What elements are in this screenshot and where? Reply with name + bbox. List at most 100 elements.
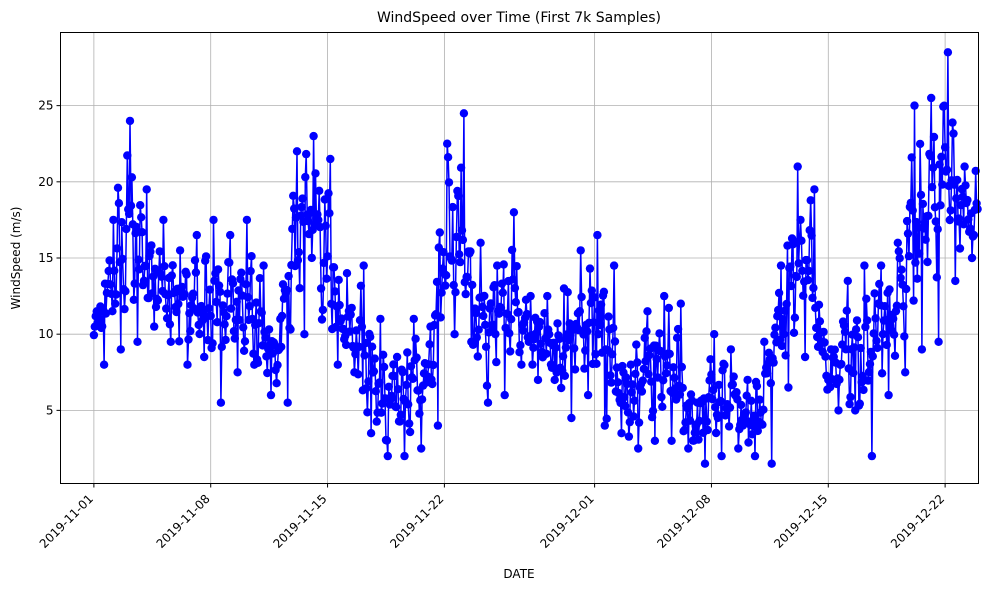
data-point xyxy=(117,218,126,227)
data-point xyxy=(553,319,562,328)
data-point xyxy=(315,186,324,195)
data-point xyxy=(633,358,642,367)
data-point xyxy=(293,256,303,265)
data-point xyxy=(235,315,244,325)
data-point xyxy=(369,367,379,376)
data-point xyxy=(240,337,250,346)
data-point xyxy=(441,281,450,290)
data-point xyxy=(334,275,343,285)
data-point xyxy=(479,311,488,321)
data-point xyxy=(755,395,764,404)
data-point xyxy=(945,215,954,225)
data-point xyxy=(405,427,415,437)
data-point xyxy=(853,333,863,342)
data-point xyxy=(885,285,894,294)
data-point xyxy=(333,360,342,369)
data-point xyxy=(241,280,251,289)
data-point xyxy=(953,175,962,185)
data-point xyxy=(243,293,252,302)
y-tick-label: 10 xyxy=(38,327,53,341)
data-point xyxy=(448,202,457,212)
data-point xyxy=(493,261,502,270)
data-point xyxy=(641,357,650,366)
data-point xyxy=(151,302,161,312)
data-point xyxy=(264,325,274,334)
data-point xyxy=(892,301,902,310)
data-point xyxy=(282,285,291,295)
data-point xyxy=(354,342,364,352)
data-point xyxy=(655,329,664,338)
data-point xyxy=(710,330,719,339)
data-point xyxy=(576,246,585,255)
data-point xyxy=(952,194,961,203)
data-point xyxy=(951,276,960,286)
data-point xyxy=(585,264,595,273)
data-point xyxy=(583,390,593,400)
y-axis-label: WindSpeed (m/s) xyxy=(9,207,23,310)
data-point xyxy=(851,325,861,334)
data-point xyxy=(223,289,232,298)
data-point xyxy=(878,330,888,339)
data-point xyxy=(106,280,115,289)
data-point xyxy=(937,152,946,161)
data-point xyxy=(550,375,559,385)
data-point xyxy=(376,314,385,324)
data-point xyxy=(936,201,945,210)
data-point xyxy=(809,283,818,293)
data-point xyxy=(457,226,467,235)
data-point xyxy=(594,330,603,339)
data-point xyxy=(591,349,600,359)
data-point xyxy=(395,417,405,426)
data-point xyxy=(849,368,858,378)
data-point xyxy=(725,403,735,412)
data-point xyxy=(201,252,211,261)
data-point xyxy=(120,304,129,314)
y-tick-label: 25 xyxy=(38,99,53,113)
data-point xyxy=(843,276,852,286)
data-point xyxy=(778,315,787,324)
data-point xyxy=(799,291,808,300)
data-point xyxy=(902,216,912,226)
data-point xyxy=(509,208,519,217)
y-tick-label: 20 xyxy=(38,175,53,189)
data-point xyxy=(902,284,911,294)
data-point xyxy=(602,414,611,423)
data-point xyxy=(529,343,538,352)
data-point xyxy=(845,399,854,409)
data-point xyxy=(255,274,265,283)
data-point xyxy=(881,315,890,325)
data-point xyxy=(215,287,225,296)
data-point xyxy=(929,132,939,142)
data-point xyxy=(130,279,139,288)
data-point xyxy=(233,368,242,377)
data-point xyxy=(542,349,551,358)
data-point xyxy=(213,318,222,327)
data-point xyxy=(711,428,721,438)
data-point xyxy=(758,420,767,429)
data-point xyxy=(450,330,459,339)
data-point xyxy=(370,354,379,363)
data-point xyxy=(815,317,825,326)
data-point xyxy=(604,312,613,321)
data-point xyxy=(289,191,298,200)
data-point xyxy=(900,332,909,341)
data-point xyxy=(769,358,778,367)
data-point xyxy=(317,315,327,324)
data-point xyxy=(911,258,920,267)
data-point xyxy=(133,337,142,346)
data-point xyxy=(292,147,302,156)
data-point xyxy=(621,373,631,382)
data-point xyxy=(810,185,819,194)
data-point xyxy=(770,330,779,339)
data-point xyxy=(490,281,499,290)
data-point xyxy=(314,215,323,225)
data-point xyxy=(482,381,492,390)
data-point xyxy=(669,363,678,372)
data-point xyxy=(732,388,741,397)
data-point xyxy=(825,383,835,392)
data-point xyxy=(433,421,443,430)
data-point xyxy=(168,261,177,270)
data-point xyxy=(551,343,560,352)
data-point xyxy=(870,289,879,298)
data-point xyxy=(491,329,500,339)
